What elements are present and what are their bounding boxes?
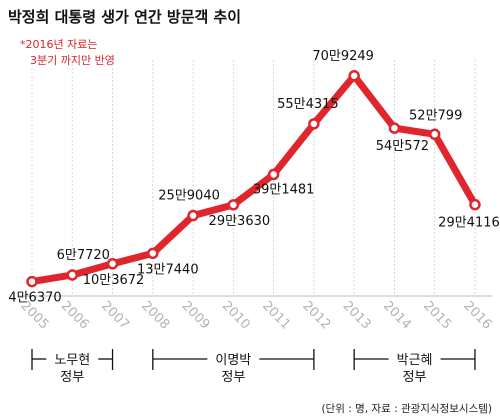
series-line [28, 72, 479, 286]
data-point [388, 122, 401, 134]
x-tick-label: 2013 [340, 299, 374, 333]
data-label: 52만799 [409, 108, 462, 123]
data-label: 29만3630 [209, 214, 271, 229]
x-tick-label: 2010 [219, 299, 253, 333]
data-point [26, 275, 38, 288]
x-tick-label: 2011 [259, 299, 293, 333]
data-label: 10만3672 [83, 273, 145, 288]
data-point [428, 128, 441, 141]
x-tick-label: 2008 [138, 299, 172, 333]
data-point [187, 209, 199, 222]
period-label-suffix: 정부 [403, 370, 427, 385]
data-point [227, 199, 240, 211]
x-tick-label: 2006 [58, 299, 92, 333]
data-label: 4만6370 [8, 291, 61, 306]
period-label-suffix: 정부 [60, 370, 84, 385]
x-tick-labels: 2005 2006 2007 2008 2009 2010 2011 2012 2013 2014… [17, 299, 494, 333]
chart-title: 박정희 대통령 생가 연간 방문객 추이 [8, 8, 241, 26]
data-point [308, 118, 320, 130]
data-label: 39만1481 [253, 182, 315, 197]
data-label: 13만7440 [137, 262, 199, 277]
x-tick-label: 2014 [380, 299, 414, 333]
period-label: 박근혜 [397, 353, 433, 368]
x-tick-label: 2009 [179, 299, 213, 333]
data-label: 54만572 [376, 139, 429, 154]
x-tick-label: 2015 [420, 299, 454, 333]
x-tick-label: 2007 [98, 299, 132, 333]
period-label: 노무현 [54, 353, 90, 368]
data-point [106, 258, 119, 270]
data-label: 29만4116 [438, 216, 500, 231]
data-label: 70만9249 [312, 49, 374, 64]
x-tick-label: 2016 [460, 299, 494, 333]
data-point [348, 70, 360, 82]
data-label: 55만4315 [277, 97, 339, 112]
period-label-suffix: 정부 [221, 370, 245, 385]
source-note: (단위 : 명, 자료 : 관광지식정보시스템) [321, 402, 492, 415]
data-point [147, 247, 159, 260]
data-point [66, 269, 79, 281]
chart-note-line-1: *2016년 자료는 [20, 38, 97, 51]
data-label: 6만7720 [57, 248, 110, 263]
data-point [469, 198, 481, 211]
period-label: 이명박 [215, 353, 251, 368]
data-label: 25만9040 [158, 189, 220, 204]
x-tick-label: 2012 [299, 299, 333, 333]
data-point [267, 168, 280, 181]
